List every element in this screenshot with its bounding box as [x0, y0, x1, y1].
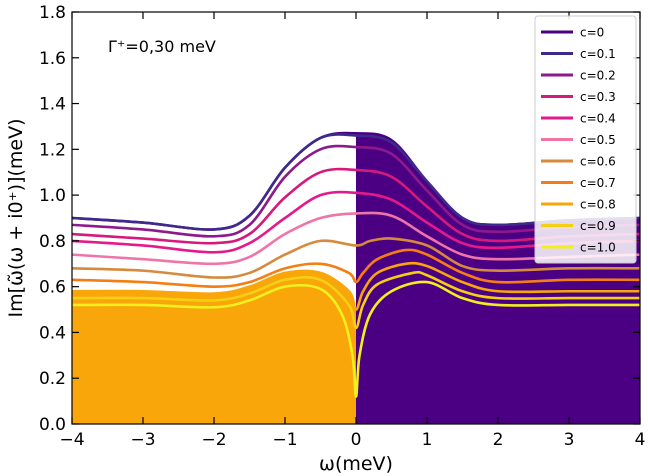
series-line-8	[72, 261, 640, 311]
legend-label: c=0.4	[580, 112, 616, 126]
series-line-3	[72, 167, 640, 245]
x-tick-label: 2	[493, 430, 504, 450]
series-line-2	[72, 144, 640, 238]
y-tick-label: 0.4	[39, 323, 66, 343]
legend-label: c=0.7	[580, 176, 616, 190]
y-tick-label: 1.8	[39, 3, 66, 23]
legend-label: c=0.9	[580, 219, 616, 233]
y-tick-label: 1.4	[39, 95, 66, 115]
series-line-6	[72, 237, 640, 279]
x-tick-label: 3	[564, 430, 575, 450]
legend-label: c=0.6	[580, 155, 616, 169]
legend-label: c=0.5	[580, 133, 616, 147]
series-line-1	[72, 133, 640, 231]
x-tick-label: −4	[59, 430, 84, 450]
y-tick-label: 0.2	[39, 369, 66, 389]
legend-label: c=0.8	[580, 198, 616, 212]
series-line-9	[72, 270, 640, 330]
legend-label: c=0.2	[580, 69, 616, 83]
x-tick-label: −1	[272, 430, 297, 450]
x-axis-label: ω(meV)	[319, 453, 393, 475]
series-line-7	[72, 248, 640, 288]
annotation: Γ⁺=0,30 meV	[108, 37, 216, 56]
y-axis-label: Im[ω̃(ω + i0⁺)](meV)	[5, 119, 27, 318]
x-tick-label: −3	[130, 430, 155, 450]
x-tick-label: 4	[635, 430, 646, 450]
y-tick-label: 1.0	[39, 186, 66, 206]
legend-label: c=0.1	[580, 47, 616, 61]
legend-label: c=0.3	[580, 90, 616, 104]
legend: c=0 c=0.1 c=0.2 c=0.3 c=0.4 c=0.5 c=0.6 c=0.7 c=…	[534, 15, 637, 264]
legend-label: c=1.0	[580, 241, 616, 255]
series-line-4	[72, 190, 640, 254]
y-tick-label: 1.2	[39, 140, 66, 160]
x-tick-label: 1	[422, 430, 433, 450]
y-tick-label: 0.6	[39, 278, 66, 298]
series-line-5	[72, 211, 640, 266]
x-tick-label: −2	[201, 430, 226, 450]
x-tick-label: 0	[351, 430, 362, 450]
legend-label: c=0	[580, 26, 604, 40]
fill-left-region	[72, 270, 356, 424]
y-tick-label: 1.6	[39, 49, 66, 69]
y-tick-label: 0.0	[39, 415, 66, 435]
legend-box	[534, 15, 637, 264]
series-line-10	[72, 280, 640, 398]
y-tick-label: 0.8	[39, 232, 66, 252]
